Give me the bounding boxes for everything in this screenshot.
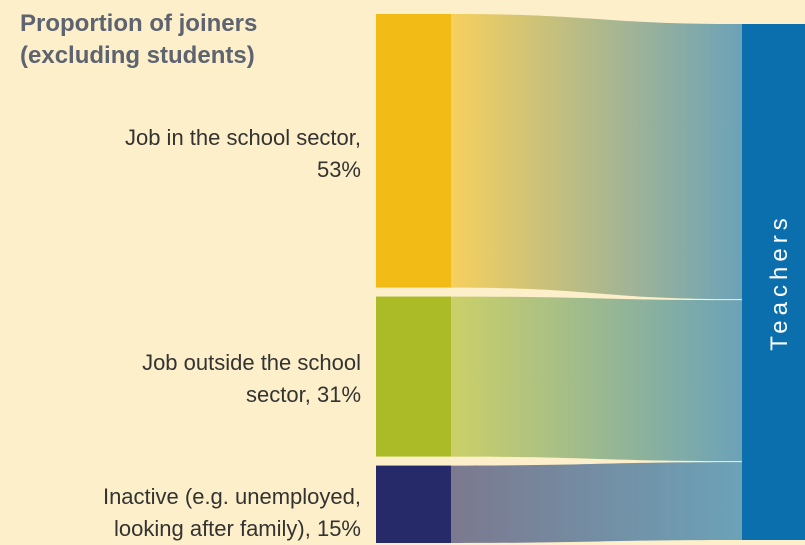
chart-title-line-2: (excluding students): [20, 42, 255, 69]
source-label-inactive-line-2: looking after family), 15%: [114, 516, 361, 541]
source-label-outside-sector-line-2: sector, 31%: [246, 382, 361, 407]
source-label-outside-sector-line-1: Job outside the school: [142, 350, 361, 375]
source-node-school-sector: [376, 14, 451, 288]
source-nodes: [376, 14, 451, 543]
source-label-inactive: Inactive (e.g. unemployed, looking after…: [31, 481, 361, 545]
source-node-outside-sector: [376, 296, 451, 457]
source-label-inactive-line-1: Inactive (e.g. unemployed,: [102, 484, 361, 509]
flow-school-sector: [451, 14, 742, 300]
chart-title: Proportion of joiners (excluding student…: [20, 8, 257, 72]
flow-outside-sector: [451, 296, 742, 462]
flow-inactive: [451, 462, 742, 543]
chart-title-line-1: Proportion of joiners: [20, 10, 258, 37]
target-node-teachers: [742, 24, 805, 540]
source-label-school-sector: Job in the school sector, 53%: [31, 122, 361, 186]
target-label-teachers: Teachers: [766, 213, 793, 350]
source-label-school-sector-line-2: 53%: [316, 157, 361, 182]
source-node-inactive: [376, 465, 451, 543]
source-label-school-sector-line-1: Job in the school sector,: [124, 125, 361, 150]
source-label-outside-sector: Job outside the school sector, 31%: [31, 347, 361, 411]
flow-links: [451, 14, 742, 543]
